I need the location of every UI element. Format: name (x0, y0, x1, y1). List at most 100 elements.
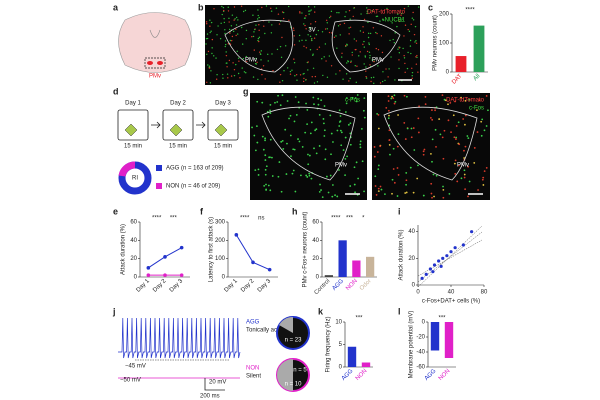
cell (416, 56, 418, 59)
point (234, 233, 239, 237)
state-label: Silent (246, 374, 261, 380)
cell (326, 76, 329, 78)
cell (393, 102, 396, 105)
cell (293, 35, 295, 37)
cell (259, 51, 261, 53)
cell (391, 95, 394, 98)
cell (323, 105, 326, 107)
point (146, 266, 151, 270)
scale-label: 20 mV (209, 380, 226, 386)
cell (276, 48, 279, 51)
cell (309, 27, 311, 29)
cell (431, 160, 433, 163)
cell (295, 114, 298, 116)
cell (255, 24, 257, 26)
cell (356, 65, 358, 67)
cell (223, 21, 226, 24)
channel-label: NUCB1 (385, 18, 406, 24)
cell (407, 28, 409, 31)
cell (235, 28, 237, 30)
cell (417, 117, 420, 120)
cell (315, 152, 318, 155)
cell (322, 74, 324, 77)
significance: **** (331, 216, 341, 222)
cell (464, 99, 467, 102)
point (163, 273, 167, 277)
cell (238, 60, 240, 62)
cell (348, 9, 351, 12)
cell (394, 32, 396, 34)
cell (254, 63, 257, 65)
cell (363, 46, 365, 48)
cell (481, 178, 484, 181)
cell (311, 38, 313, 40)
cell (403, 57, 406, 59)
cell (482, 184, 485, 186)
cell (235, 16, 238, 19)
cell (226, 73, 229, 75)
cell (207, 64, 209, 66)
cell (261, 135, 264, 138)
cell (410, 23, 412, 26)
cell (261, 6, 263, 9)
cell (228, 21, 230, 23)
cell (226, 66, 228, 68)
micrograph (205, 5, 420, 85)
cell (318, 113, 321, 116)
cell (261, 73, 263, 76)
cell (264, 168, 267, 171)
cell (297, 138, 299, 140)
cell (316, 81, 319, 83)
panel-letter: d (113, 86, 119, 96)
cell (434, 128, 437, 131)
cell (398, 59, 400, 61)
cell (405, 183, 407, 186)
cell (344, 157, 347, 160)
cell (254, 169, 257, 172)
cell (321, 196, 324, 199)
cell (392, 38, 394, 41)
cell (309, 49, 312, 51)
cell (397, 48, 399, 50)
potential-label: −45 mV (125, 364, 146, 370)
cell (281, 94, 284, 97)
cell (300, 174, 302, 177)
x-tick-label: 80 (481, 290, 488, 296)
cell (219, 37, 222, 40)
cell (368, 51, 371, 53)
cell (342, 149, 345, 151)
cell (257, 168, 260, 171)
scale-bar (204, 378, 225, 391)
cell (463, 169, 466, 172)
fit-line (417, 225, 483, 288)
cell (267, 184, 270, 187)
cell (324, 158, 327, 161)
cell (271, 53, 273, 55)
cell (265, 183, 267, 186)
cell (368, 43, 371, 46)
cell (282, 11, 285, 14)
cell (294, 75, 296, 77)
panel-letter: f (200, 206, 204, 216)
cell (392, 168, 395, 170)
cell (453, 162, 456, 165)
cell (413, 149, 416, 151)
cell (303, 45, 305, 47)
cell (407, 51, 409, 54)
cell (394, 100, 397, 103)
cell (255, 125, 258, 128)
cell (233, 6, 236, 8)
cell (351, 97, 354, 99)
cell (345, 97, 348, 99)
scale-label: 200 ms (200, 394, 220, 400)
cell (359, 143, 362, 146)
cell (442, 196, 445, 199)
x-tick-label: NON (438, 368, 452, 382)
cell (294, 96, 297, 98)
cell (377, 164, 380, 167)
cell (236, 50, 238, 53)
cell (362, 31, 365, 34)
cell (363, 40, 365, 43)
cell (326, 22, 328, 24)
cell (225, 51, 227, 53)
